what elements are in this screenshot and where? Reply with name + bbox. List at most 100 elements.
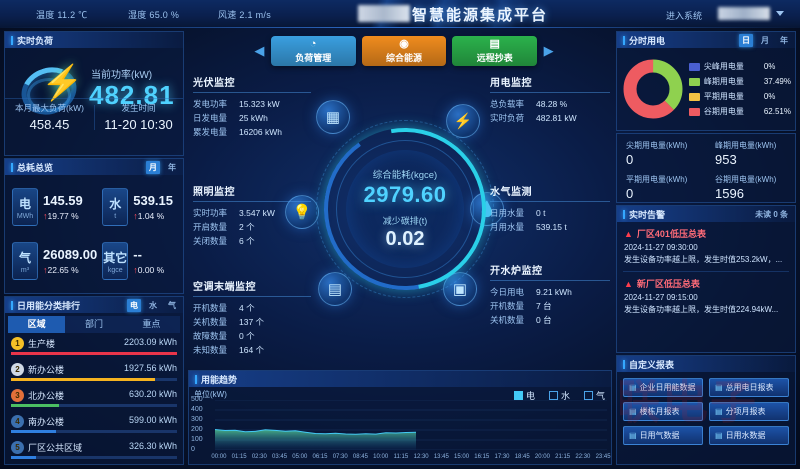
total-delta: ↑19.77 %: [43, 211, 83, 221]
x-tick-label: 20:00: [534, 454, 550, 460]
unit-suffix: t: [114, 212, 117, 220]
nav-prev-arrow[interactable]: ◀: [254, 43, 265, 58]
ac-icon[interactable]: ▤: [318, 272, 352, 306]
rank-name: 厂区公共区域: [28, 443, 83, 453]
electricity-row: 实时负荷 482.81 kW: [490, 111, 610, 125]
occurrence-time: 发生时间 11-20 10:30: [94, 99, 183, 136]
legend-gas[interactable]: 气: [583, 389, 605, 402]
pv-row: 日发电量 25 kWh: [193, 111, 311, 125]
legend-label: 电: [525, 391, 535, 401]
center-nav: ◀ ◔ 负荷管理 ◉ 综合能源 ▤ 远程抄表 ▶: [254, 34, 554, 68]
row-value: 9.21 kWh: [536, 287, 572, 297]
alarm-item[interactable]: ▲ 新厂区低压总表 2024-11-27 09:15:00 发生设备功率越上限，…: [617, 272, 795, 318]
app-header: 温度 11.2 ℃ 湿度 65.0 % 风速 2.1 m/s 智慧能源集成平台 …: [0, 0, 800, 28]
x-tick-label: 17:30: [494, 454, 510, 460]
total-values: 145.59 ↑19.77 %: [43, 193, 83, 221]
rank-category-tabs: 区域 部门 重点: [8, 316, 180, 333]
solar-panel-icon[interactable]: ▦: [316, 100, 350, 134]
row-value: 25 kWh: [239, 113, 268, 123]
total-delta: ↑1.04 %: [133, 211, 173, 221]
bolt-icon[interactable]: ⚡: [446, 104, 480, 138]
alarm-item[interactable]: ▲ 厂区401低压总表 2024-11-27 09:30:00 发生设备功率越上…: [617, 222, 795, 268]
table-row[interactable]: 4 南办公楼 599.00 kWh: [11, 414, 177, 440]
row-key: 发电功率: [193, 99, 228, 109]
bulb-icon[interactable]: 💡: [285, 195, 319, 229]
boiler-monitor-title: 开水炉监控: [490, 262, 610, 281]
title-accent-bar: [11, 35, 13, 45]
legend-electricity[interactable]: 电: [513, 389, 535, 402]
tou-stat-flat: 平期用电量(kWh) 0: [617, 168, 706, 202]
unit-zh: 水: [109, 196, 122, 211]
meter-icon: ▤: [489, 37, 500, 50]
enter-system-link[interactable]: 进入系统: [665, 11, 702, 21]
nav-button-load-management[interactable]: ◔ 负荷管理: [270, 36, 356, 66]
occurrence-value: 11-20 10:30: [104, 117, 173, 132]
water-gas-monitor-title: 水气监测: [490, 183, 610, 202]
electricity-monitor-title: 用电监控: [490, 74, 610, 93]
report-button[interactable]: ▤ 日用气数据: [623, 426, 703, 445]
table-row[interactable]: 1 生产楼 2203.09 kWh: [11, 336, 177, 362]
tab-area[interactable]: 区域: [8, 316, 66, 333]
legend-water[interactable]: 水: [548, 389, 570, 402]
report-button[interactable]: ▤ 企业日用能数据: [623, 378, 703, 397]
tou-stats-grid: 尖期用电量(kWh) 0 峰期用电量(kWh) 953 平期用电量(kWh) 0…: [617, 134, 795, 202]
lighting-monitor: 照明监控 实时功率 3.547 kW 开启数量 2 个 关闭数量 6 个: [193, 183, 311, 248]
row-value: 7 台: [536, 301, 552, 311]
tab-key[interactable]: 重点: [122, 316, 180, 333]
load-footer: 本月最大负荷(kW) 458.45 发生时间 11-20 10:30: [5, 98, 183, 136]
tab-year[interactable]: 年: [168, 163, 176, 172]
user-name-blurred[interactable]: [718, 7, 770, 20]
table-row[interactable]: 5 厂区公共区域 326.30 kWh: [11, 440, 177, 466]
rank-list: 1 生产楼 2203.09 kWh 2 新办公楼 1927.56 kWh 3 北办公楼 630.…: [5, 333, 183, 466]
stat-value: 953: [715, 152, 737, 167]
row-value: 4 个: [239, 303, 255, 313]
unread-count-badge[interactable]: 未读 0 条: [755, 210, 788, 219]
hvac-row: 故障数量 0 个: [193, 329, 311, 343]
legend-label: 平期用电量: [703, 92, 744, 101]
electricity-monitor: 用电监控 总负载率 48.28 % 实时负荷 482.81 kW: [490, 74, 610, 125]
nav-button-integrated-energy[interactable]: ◉ 综合能源: [361, 36, 447, 66]
tab-water[interactable]: 水: [149, 301, 157, 310]
nav-next-arrow[interactable]: ▶: [543, 43, 554, 58]
panel-title: 用能趋势: [201, 374, 238, 385]
water-gas-monitor: 水气监测 日用水量 0 t 月用水量 539.15 t: [490, 183, 610, 234]
divider: [623, 271, 789, 272]
unit-zh: 电: [18, 196, 31, 211]
report-label: 总用电日报表: [725, 383, 774, 392]
total-delta: ↑22.65 %: [43, 265, 97, 275]
report-button[interactable]: ▤ 日用水数据: [709, 426, 789, 445]
legend-swatch: [688, 77, 700, 86]
legend-swatch: [548, 391, 558, 400]
stat-value: 1596: [715, 186, 744, 201]
weather-temperature: 温度 11.2 ℃: [36, 10, 88, 20]
report-button[interactable]: ▤ 总用电日报表: [709, 378, 789, 397]
alarm-timestamp: 2024-11-27 09:30:00: [624, 243, 698, 252]
total-overview-panel: 总耗总览 月 年 电 MWh 145.59 ↑19.77 % 水 t: [4, 158, 184, 294]
x-tick-label: 11:15: [393, 454, 409, 460]
row-key: 关闭数量: [193, 236, 228, 246]
row-key: 月用水量: [490, 222, 525, 232]
tab-electricity[interactable]: 电: [127, 299, 141, 312]
custom-report-panel: 自定义报表 ▤ 企业日用能数据 ▤ 总用电日报表 ▤ 楼栋月报表 ▤ 分项月报表 ▤ 日用气数据 ▤…: [616, 355, 796, 465]
table-row[interactable]: 3 北办公楼 630.20 kWh: [11, 388, 177, 414]
pv-monitor: 光伏监控 发电功率 15.323 kW 日发电量 25 kWh 累发电量 16206 …: [193, 74, 311, 139]
tab-gas[interactable]: 气: [168, 301, 176, 310]
row-value: 164 个: [239, 345, 265, 355]
table-row[interactable]: 2 新办公楼 1927.56 kWh: [11, 362, 177, 388]
x-tick-label: 10:00: [373, 454, 389, 460]
chart-legend: 电 水 气: [513, 389, 605, 402]
row-key: 实时负荷: [490, 113, 525, 123]
row-value: 48.28 %: [536, 99, 568, 109]
tab-month[interactable]: 月: [761, 36, 769, 45]
chevron-down-icon[interactable]: [776, 11, 784, 16]
report-button[interactable]: ▤ 楼栋月报表: [623, 402, 703, 421]
x-tick-label: 01:15: [231, 454, 247, 460]
tou-period-tabs: 日 月 年: [739, 34, 791, 47]
tab-month[interactable]: 月: [146, 161, 160, 174]
tab-year[interactable]: 年: [780, 36, 788, 45]
report-button[interactable]: ▤ 分项月报表: [709, 402, 789, 421]
row-value: 137 个: [239, 317, 265, 327]
nav-button-remote-meter[interactable]: ▤ 远程抄表: [452, 36, 538, 66]
tab-department[interactable]: 部门: [65, 316, 123, 333]
tab-day[interactable]: 日: [739, 34, 753, 47]
